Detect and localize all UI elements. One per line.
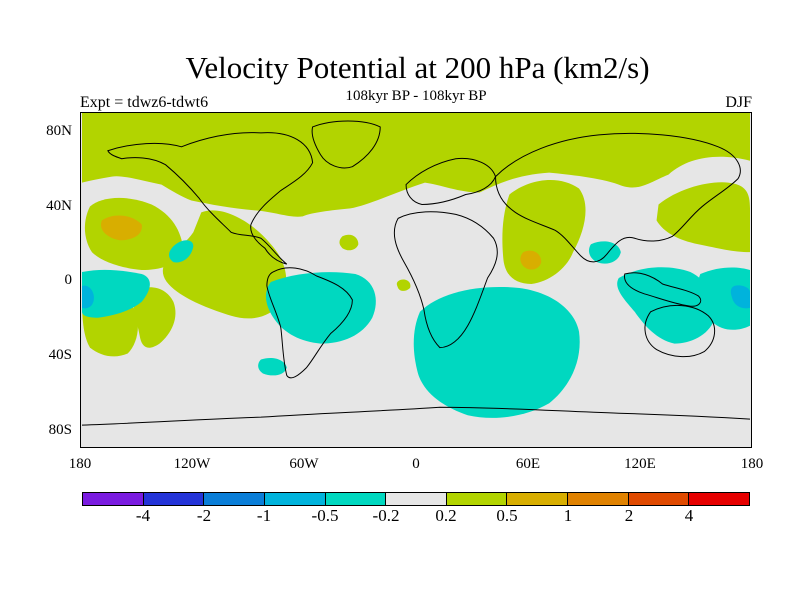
negative-contour-fill — [82, 240, 750, 418]
colorbar-label: 0.2 — [435, 506, 457, 525]
colorbar-swatch — [204, 493, 265, 505]
colorbar-label: -0.5 — [311, 506, 339, 525]
lat-tick-label: 40N — [46, 198, 72, 214]
coastline-asia — [495, 132, 741, 263]
colorbar-swatch — [507, 493, 569, 505]
colorbar — [82, 492, 750, 506]
lat-tick-label: 80N — [46, 123, 72, 139]
stronger-negative-fill — [82, 285, 750, 309]
colorbar-label: 2 — [624, 506, 634, 525]
lon-tick-label: 60W — [289, 456, 319, 472]
season-label: DJF — [725, 94, 752, 111]
coastline-north-america — [107, 132, 314, 265]
colorbar-swatch — [689, 493, 750, 505]
coastline-south-america — [266, 267, 353, 379]
coastline-greenland — [311, 120, 381, 169]
map-title: Velocity Potential at 200 hPa (km2/s) — [185, 50, 650, 85]
lon-tick-label: 0 — [412, 456, 420, 472]
colorbar-swatch — [143, 493, 205, 505]
coastline-antarctica — [81, 406, 751, 426]
lat-tick-label: 40S — [48, 347, 72, 363]
coastline-maritime-continent — [624, 272, 702, 307]
lon-tick-label: 60E — [515, 456, 541, 472]
colorbar-swatch — [264, 493, 326, 505]
colorbar-swatch — [628, 493, 690, 505]
colorbar-label: 4 — [684, 506, 694, 525]
lat-tick-label: 80S — [48, 422, 72, 438]
colorbar-swatch — [83, 493, 144, 505]
colorbar-label: -2 — [196, 506, 212, 525]
lat-tick-label: 0 — [64, 272, 73, 288]
lon-tick-label: 120E — [624, 456, 656, 472]
stronger-positive-fill — [100, 215, 542, 270]
velocity-potential-map — [81, 113, 751, 447]
colorbar-label: -1 — [256, 506, 272, 525]
experiment-label: Expt = tdwz6-tdwt6 — [80, 94, 209, 111]
coastline-africa — [393, 211, 498, 349]
lon-tick-label: 120W — [173, 456, 211, 472]
coastline-australia — [644, 304, 716, 358]
lon-tick-label: 180 — [68, 456, 92, 472]
colorbar-label: -0.2 — [372, 506, 400, 525]
colorbar-label: -4 — [135, 506, 151, 525]
colorbar-swatch — [446, 493, 508, 505]
map-subtitle: 108kyr BP - 108kyr BP — [345, 88, 487, 104]
colorbar-label: 1 — [563, 506, 573, 525]
colorbar-swatch — [386, 493, 447, 505]
colorbar-label: 0.5 — [496, 506, 518, 525]
coastline-europe — [405, 157, 497, 205]
coastlines — [81, 120, 751, 426]
lon-tick-label: 180 — [740, 456, 764, 472]
colorbar-swatch — [568, 493, 629, 505]
map-plot-area — [80, 112, 752, 448]
colorbar-swatch — [325, 493, 387, 505]
